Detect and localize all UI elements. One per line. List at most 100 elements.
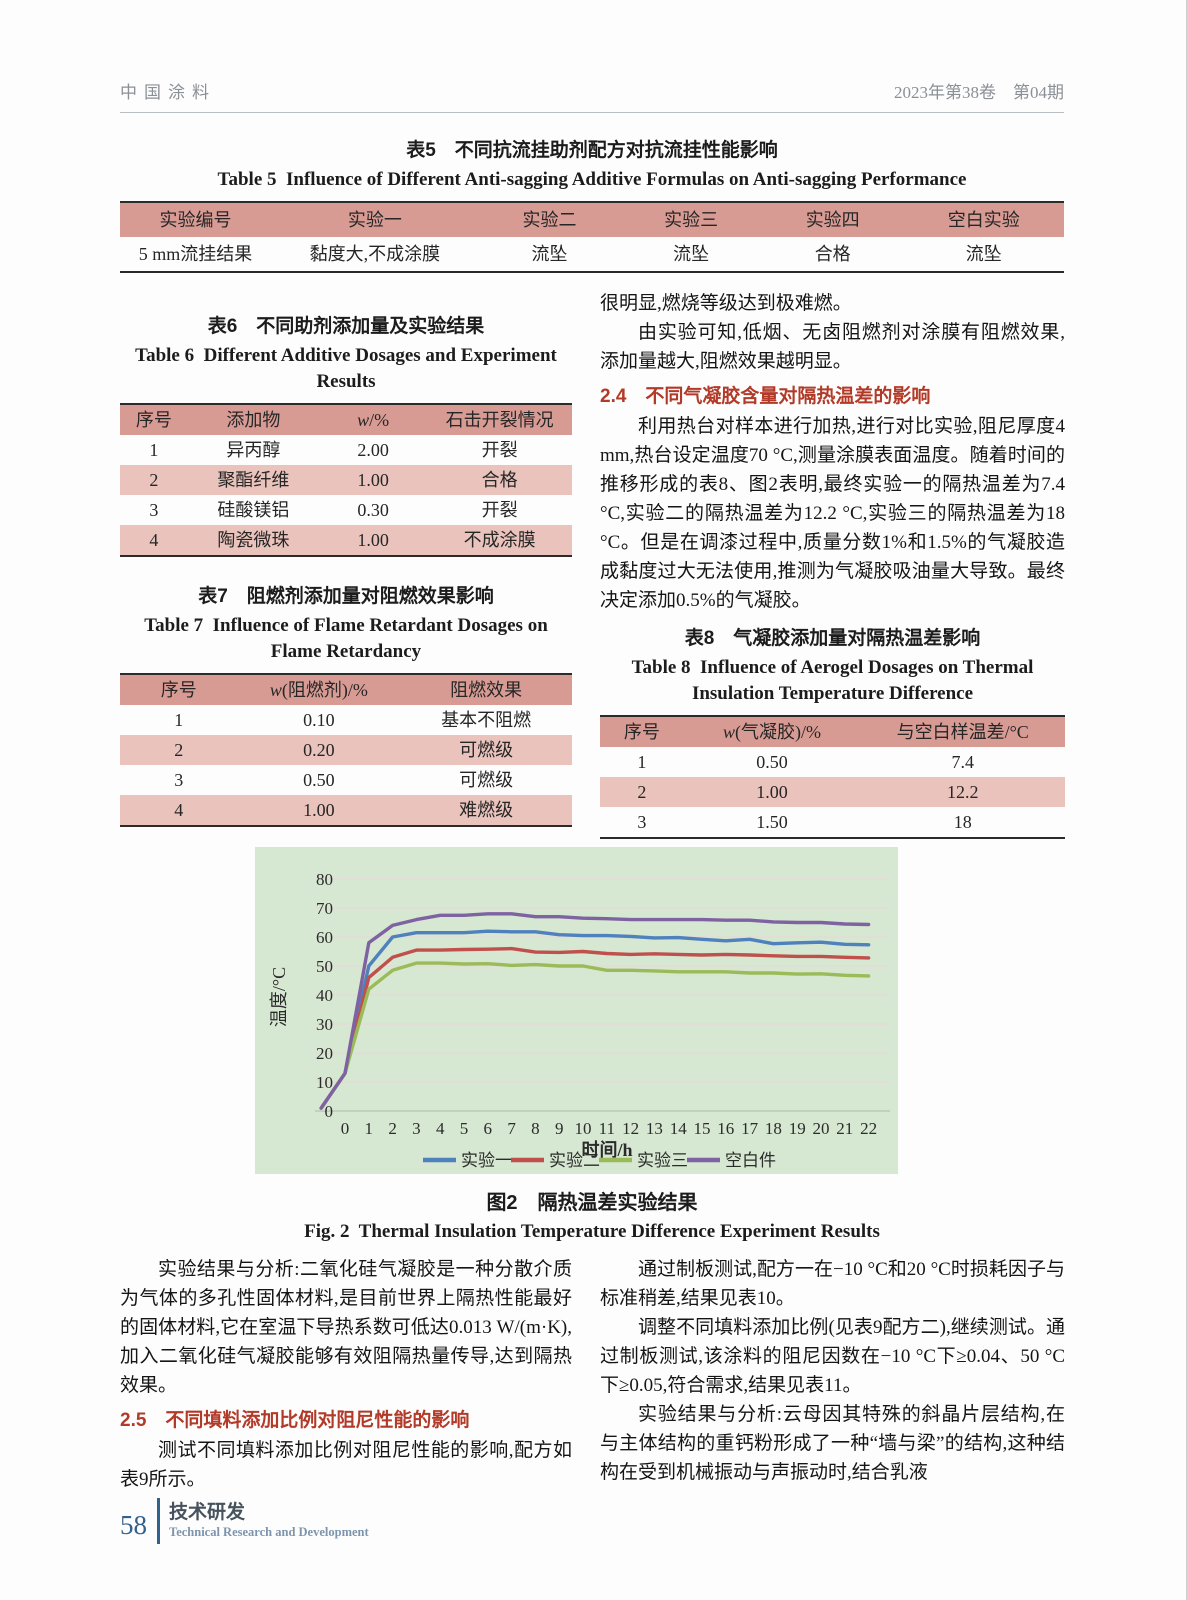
table6: 序号 添加物 w/% 石击开裂情况 1 异丙醇 2.00 开裂 2 聚酯纤维 1.00 合格 3 硅酸镁铝… bbox=[120, 403, 572, 557]
series-line-0 bbox=[319, 929, 871, 1110]
table-cell: 1.50 bbox=[756, 812, 788, 832]
table-cell: 0.50 bbox=[756, 752, 788, 772]
table-cell: 2 bbox=[149, 470, 159, 490]
section-heading-2-4: 2.4 不同气凝胶含量对隔热温差的影响 bbox=[600, 386, 931, 407]
figure2-chart: 0 10 20 30 40 50 60 70 80 0 1 2 3 4 5 6 7 8 9 10 11 12 13 14 15 1… bbox=[255, 847, 898, 1174]
table-row: 3 1.50 18 bbox=[600, 807, 1065, 838]
paragraph: 测试不同填料添加比例对阻尼性能的影响,配方如表9所示。 bbox=[120, 1440, 572, 1490]
column-header: 实验二 bbox=[522, 210, 577, 230]
x-tick-label: 9 bbox=[555, 1119, 564, 1138]
table-cell: 0.50 bbox=[303, 770, 335, 790]
series-line-2 bbox=[319, 961, 871, 1110]
y-tick-label: 20 bbox=[316, 1044, 333, 1063]
table-cell: 开裂 bbox=[481, 500, 518, 520]
column-header: 实验一 bbox=[347, 210, 402, 230]
table-cell: 黏度大,不成涂膜 bbox=[309, 244, 441, 264]
x-tick-label: 18 bbox=[765, 1119, 782, 1138]
page-number: 58 bbox=[120, 1509, 147, 1540]
table-cell: 5 mm流挂结果 bbox=[138, 244, 253, 264]
column-header: 实验四 bbox=[805, 210, 860, 230]
table-cell: 12.2 bbox=[946, 782, 979, 802]
footer-section-en: Technical Research and Development bbox=[169, 1525, 369, 1539]
table-cell: 1 bbox=[637, 752, 647, 772]
table-cell: 流坠 bbox=[531, 244, 568, 264]
table-cell: 1.00 bbox=[756, 782, 788, 802]
table-cell: 合格 bbox=[481, 470, 518, 490]
table-header-row: 序号 添加物 w/% 石击开裂情况 bbox=[120, 404, 572, 435]
column-header: 阻燃效果 bbox=[450, 680, 523, 700]
table-cell: 1.00 bbox=[357, 470, 389, 490]
table-row: 2 聚酯纤维 1.00 合格 bbox=[120, 465, 572, 495]
y-tick-label: 0 bbox=[325, 1102, 334, 1121]
page-header: 中国涂料 2023年第38卷 第04期 bbox=[120, 0, 1064, 113]
table-cell: 0.10 bbox=[303, 710, 335, 730]
table-row: 1 异丙醇 2.00 开裂 bbox=[120, 435, 572, 465]
journal-name: 中国涂料 bbox=[120, 83, 216, 102]
column-header: 添加物 bbox=[226, 410, 281, 430]
x-tick-label: 19 bbox=[789, 1119, 806, 1138]
y-axis-label: 温度/°C bbox=[269, 967, 289, 1027]
footer-section-zh: 技术研发 bbox=[169, 1502, 246, 1523]
x-tick-label: 3 bbox=[412, 1119, 421, 1138]
x-axis-label: 时间/h bbox=[581, 1140, 632, 1160]
table-row: 5 mm流挂结果 黏度大,不成涂膜 流坠 流坠 合格 流坠 bbox=[120, 237, 1064, 272]
lower-columns: 实验结果与分析:二氧化硅气凝胶是一种分散介质为气体的多孔性固体材料,是目前世界上… bbox=[120, 1255, 1065, 1494]
page-footer: 58 技术研发 Technical Research and Developme… bbox=[120, 1498, 369, 1544]
figure2-caption-en: Fig. 2 Thermal Insulation Temperature Di… bbox=[304, 1221, 880, 1242]
table-cell: 18 bbox=[953, 812, 972, 832]
table8-title-en: Table 8 Influence of Aerogel Dosages on … bbox=[631, 657, 1039, 704]
x-tick-label: 16 bbox=[717, 1119, 734, 1138]
x-tick-label: 20 bbox=[813, 1119, 830, 1138]
table-cell: 陶瓷微珠 bbox=[217, 530, 290, 550]
footer-section: 技术研发 Technical Research and Development bbox=[169, 1502, 369, 1540]
table7-section: 表7 阻燃剂添加量对阻燃效果影响 Table 7 Influence of Fl… bbox=[120, 581, 572, 827]
table5-title-en: Table 5 Influence of Different Anti-sagg… bbox=[217, 169, 967, 190]
y-tick-label: 30 bbox=[316, 1015, 333, 1034]
legend-label-3: 空白件 bbox=[725, 1151, 776, 1170]
column-header: w(阻燃剂)/% bbox=[269, 680, 368, 700]
column-header: 序号 bbox=[160, 680, 197, 700]
paragraph: 利用热台对样本进行加热,进行对比实验,阻尼厚度4 mm,热台设定温度70 °C,… bbox=[600, 416, 1065, 611]
table-cell: 4 bbox=[149, 530, 159, 550]
legend-label-0: 实验一 bbox=[461, 1151, 512, 1170]
table-cell: 可燃级 bbox=[459, 770, 514, 790]
table-cell: 聚酯纤维 bbox=[217, 470, 290, 490]
table-row: 4 陶瓷微珠 1.00 不成涂膜 bbox=[120, 525, 572, 556]
table-cell: 4 bbox=[174, 800, 184, 820]
table-row: 2 0.20 可燃级 bbox=[120, 735, 572, 765]
x-tick-label: 1 bbox=[365, 1119, 374, 1138]
table-header-row: 实验编号 实验一 实验二 实验三 实验四 空白实验 bbox=[120, 202, 1064, 237]
table-cell: 3 bbox=[174, 770, 184, 790]
table-cell: 可燃级 bbox=[459, 740, 514, 760]
table-cell: 流坠 bbox=[673, 244, 710, 264]
table-cell: 3 bbox=[637, 812, 647, 832]
table7-title-zh: 表7 阻燃剂添加量对阻燃效果影响 bbox=[198, 586, 494, 607]
x-tick-label: 7 bbox=[507, 1119, 516, 1138]
legend-label-1: 实验二 bbox=[549, 1151, 600, 1170]
x-tick-label: 12 bbox=[622, 1119, 639, 1138]
x-tick-label: 22 bbox=[860, 1119, 877, 1138]
table-header-row: 序号 w(阻燃剂)/% 阻燃效果 bbox=[120, 674, 572, 705]
x-tick-label: 14 bbox=[670, 1119, 688, 1138]
column-header: 实验编号 bbox=[159, 210, 232, 230]
column-header: 空白实验 bbox=[947, 210, 1020, 230]
table8: 序号 w(气凝胶)/% 与空白样温差/°C 1 0.50 7.4 2 1.00 12.2 3 1.5… bbox=[600, 715, 1065, 839]
x-tick-label: 2 bbox=[388, 1119, 397, 1138]
column-header: w/% bbox=[357, 410, 390, 430]
y-tick-label: 60 bbox=[316, 928, 333, 947]
table-cell: 难燃级 bbox=[459, 800, 514, 820]
table-row: 3 0.50 可燃级 bbox=[120, 765, 572, 795]
legend-label-2: 实验三 bbox=[637, 1151, 688, 1170]
column-header: w(气凝胶)/% bbox=[723, 722, 822, 742]
x-tick-label: 4 bbox=[436, 1119, 445, 1138]
table-cell: 1 bbox=[174, 710, 184, 730]
table6-section: 表6 不同助剂添加量及实验结果 Table 6 Different Additi… bbox=[120, 311, 572, 557]
table6-title-zh: 表6 不同助剂添加量及实验结果 bbox=[207, 316, 485, 337]
paragraph: 通过制板测试,配方一在−10 °C和20 °C时损耗因子与标准稍差,结果见表10… bbox=[600, 1259, 1065, 1309]
table-cell: 3 bbox=[149, 500, 159, 520]
column-header: 序号 bbox=[135, 410, 172, 430]
y-tick-label: 80 bbox=[316, 870, 333, 889]
table-cell: 2.00 bbox=[357, 440, 389, 460]
table5-section: 表5 不同抗流挂助剂配方对抗流挂性能影响 Table 5 Influence o… bbox=[120, 135, 1064, 273]
